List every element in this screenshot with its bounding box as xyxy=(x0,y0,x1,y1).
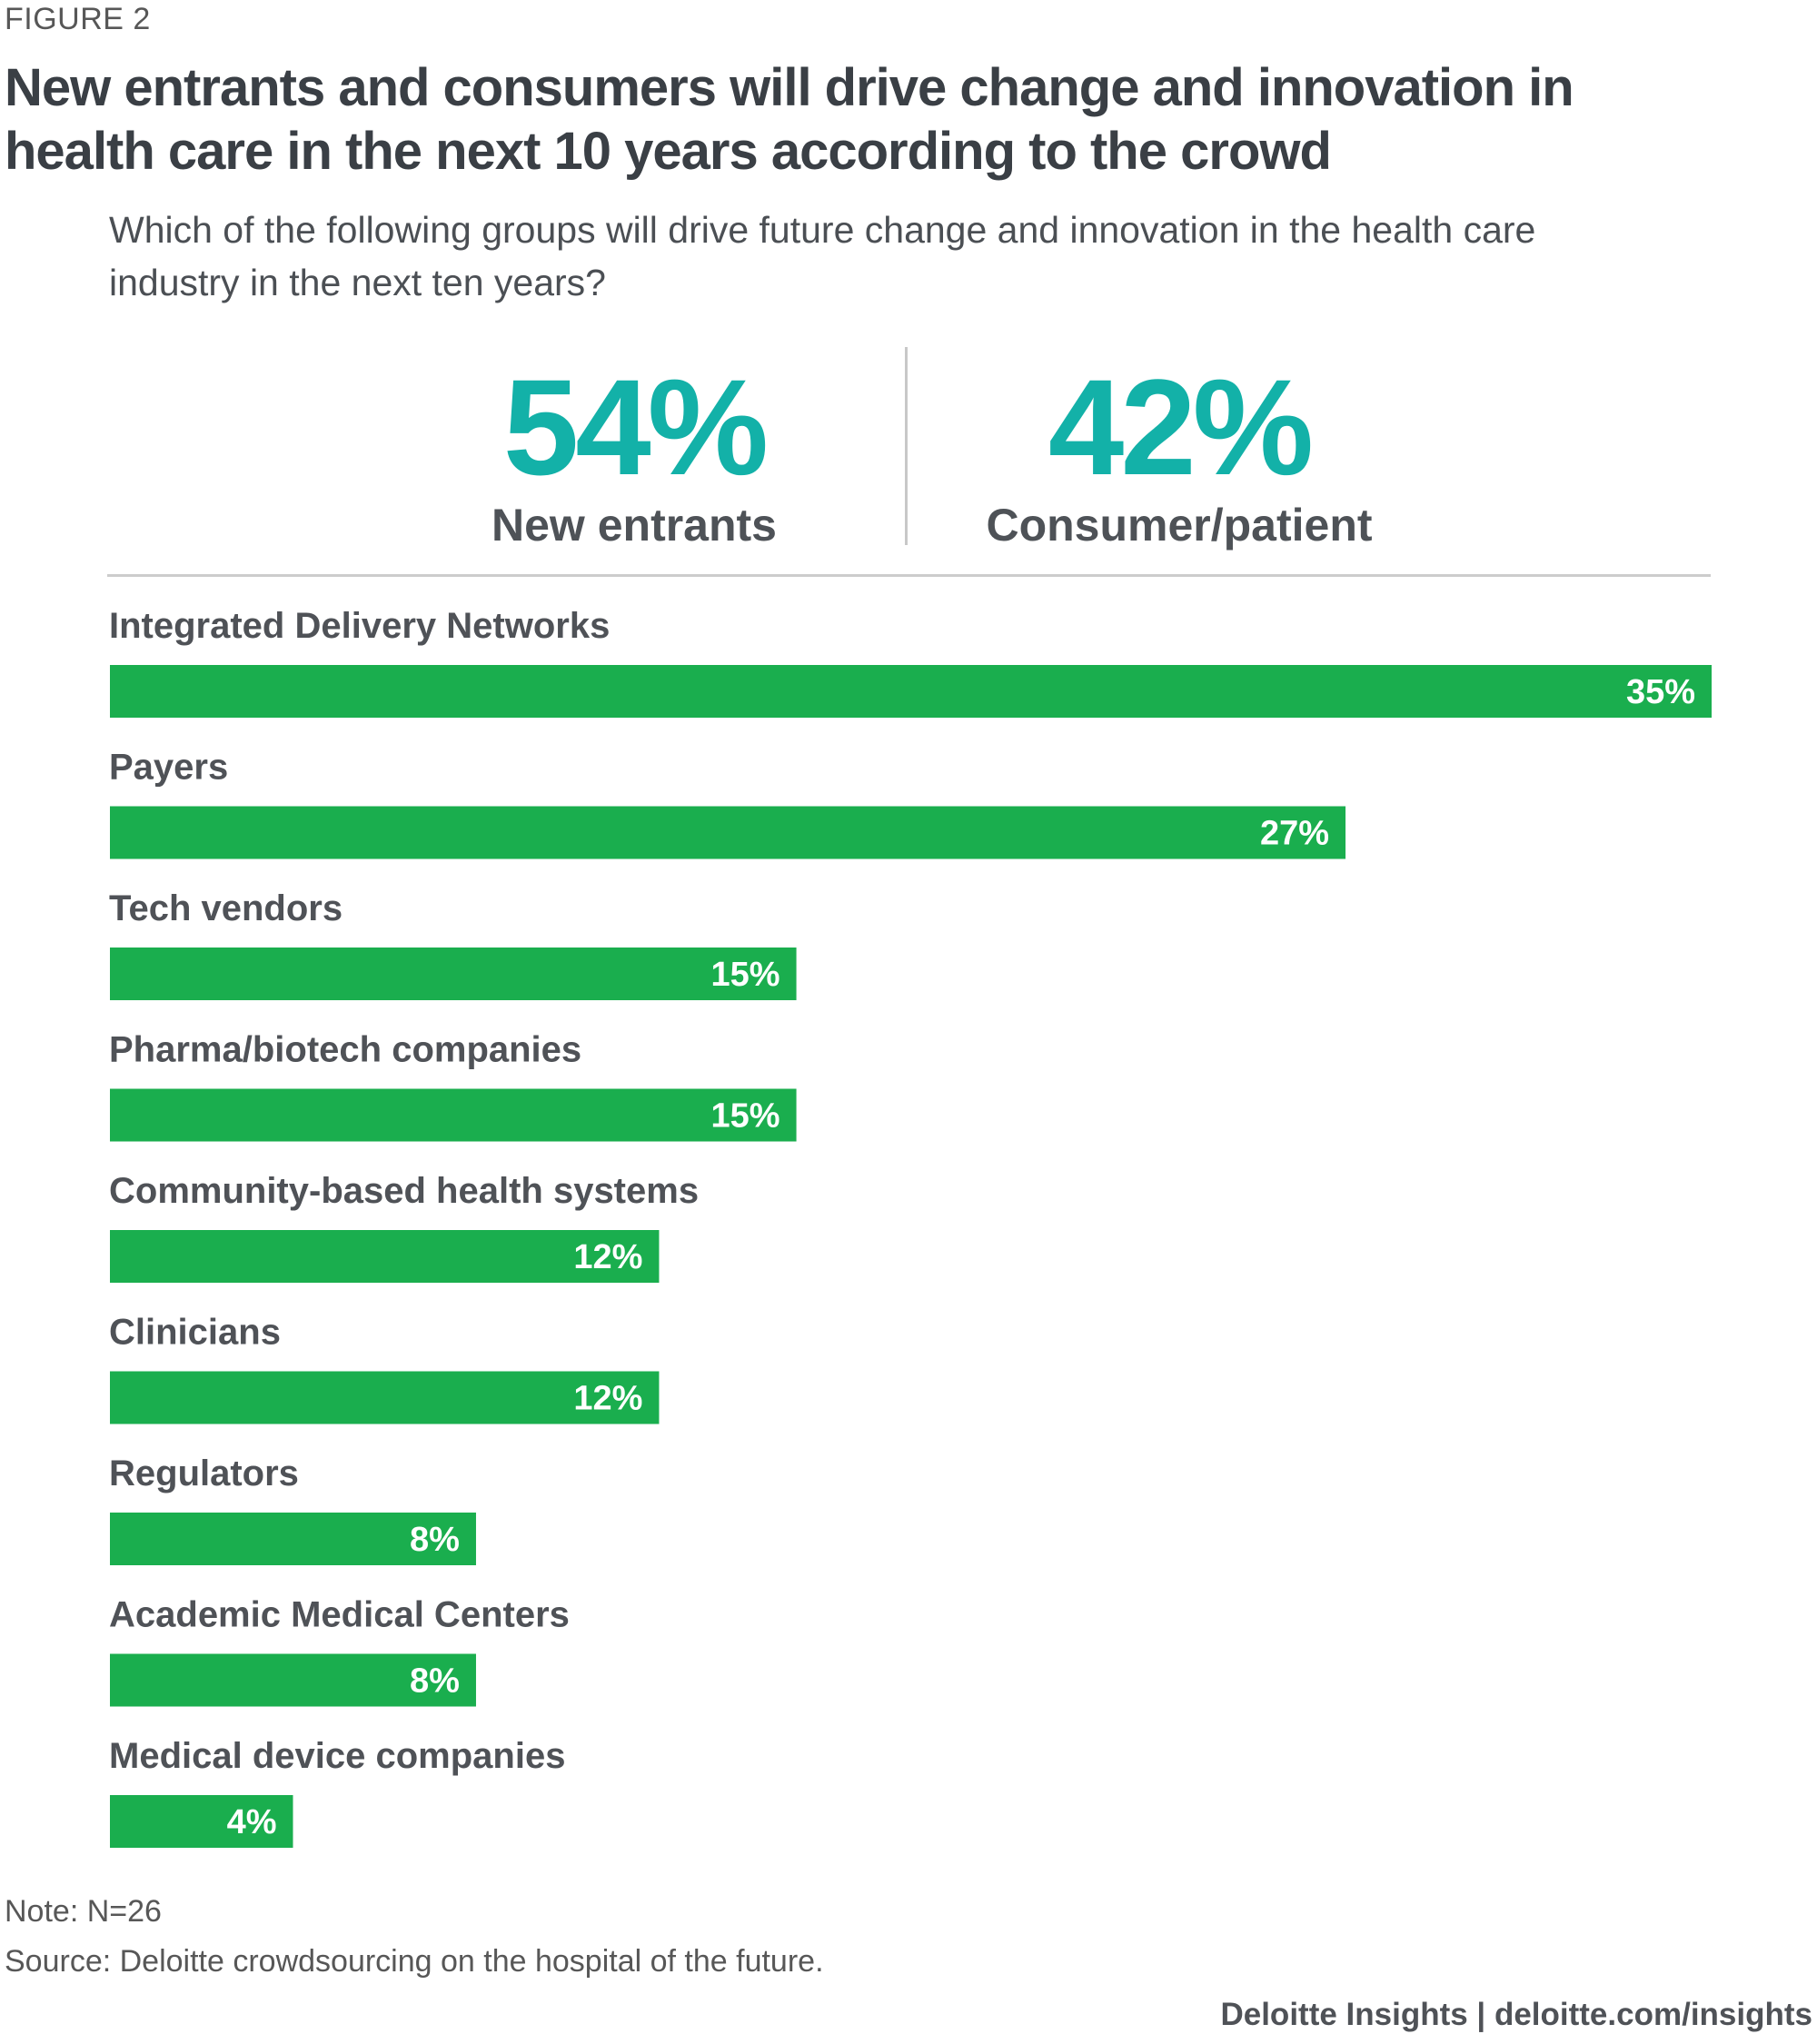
value-label-tech-vendors: 15% xyxy=(711,956,780,994)
category-label-medical-device-companies: Medical device companies xyxy=(109,1736,565,1776)
bar-community-based-health-systems xyxy=(110,1230,660,1283)
kpi-new-entrants: 54% New entrants xyxy=(362,359,907,553)
category-label-regulators: Regulators xyxy=(109,1454,299,1493)
chart-title: New entrants and consumers will drive ch… xyxy=(5,58,1574,181)
kpi-label: New entrants xyxy=(491,500,777,551)
source: Source: Deloitte crowdsourcing on the ho… xyxy=(5,1944,824,1979)
category-label-payers: Payers xyxy=(109,748,228,788)
value-label-payers: 27% xyxy=(1260,815,1329,853)
bar-academic-medical-centers xyxy=(110,1653,476,1707)
value-label-clinicians: 12% xyxy=(573,1380,642,1418)
kpi-consumer-patient: 42% Consumer/patient xyxy=(907,359,1452,553)
note: Note: N=26 xyxy=(5,1894,162,1929)
section-divider xyxy=(107,574,1711,577)
kpi-value: 42% xyxy=(1048,351,1314,503)
category-label-clinicians: Clinicians xyxy=(109,1313,281,1353)
value-label-integrated-delivery-networks: 35% xyxy=(1626,673,1695,711)
bar-regulators xyxy=(110,1513,476,1565)
value-label-medical-device-companies: 4% xyxy=(227,1803,277,1841)
value-label-community-based-health-systems: 12% xyxy=(573,1238,642,1276)
bar-clinicians xyxy=(110,1371,660,1424)
figure-label: FIGURE 2 xyxy=(5,2,151,36)
category-label-community-based-health-systems: Community-based health systems xyxy=(109,1171,699,1211)
value-label-academic-medical-centers: 8% xyxy=(410,1662,460,1701)
credit: Deloitte Insights | deloitte.com/insight… xyxy=(1220,1997,1812,2032)
bar-payers xyxy=(110,806,1346,859)
value-label-regulators: 8% xyxy=(410,1521,460,1559)
kpi-label: Consumer/patient xyxy=(986,500,1373,551)
bar-integrated-delivery-networks xyxy=(110,665,1712,718)
bar-pharma-biotech-companies xyxy=(110,1088,797,1142)
category-label-academic-medical-centers: Academic Medical Centers xyxy=(109,1595,570,1635)
category-label-integrated-delivery-networks: Integrated Delivery Networks xyxy=(109,606,610,646)
bar-medical-device-companies xyxy=(110,1795,293,1848)
value-label-pharma-biotech-companies: 15% xyxy=(711,1097,780,1136)
kpi-value: 54% xyxy=(502,351,769,503)
kpi-divider xyxy=(905,347,908,545)
survey-question: Which of the following groups will drive… xyxy=(109,209,1536,303)
category-label-tech-vendors: Tech vendors xyxy=(109,888,343,928)
bar-tech-vendors xyxy=(110,948,797,1000)
category-label-pharma-biotech-companies: Pharma/biotech companies xyxy=(109,1030,581,1070)
